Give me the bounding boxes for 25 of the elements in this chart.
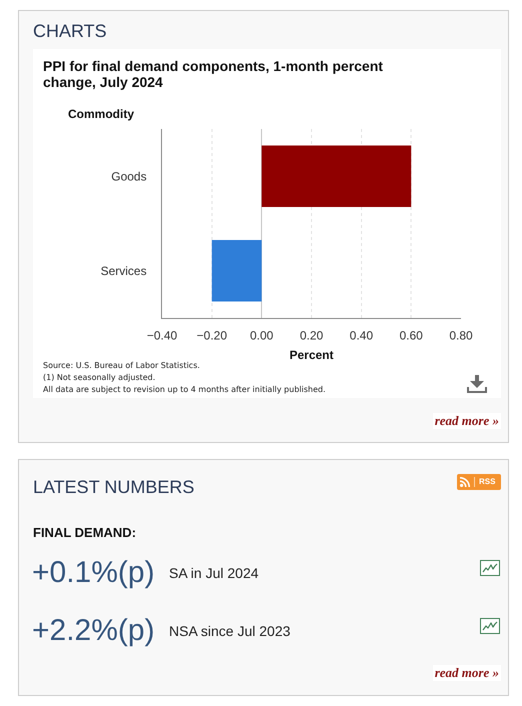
- text: +2.2%(p): [32, 613, 155, 649]
- text: LATEST NUMBERS: [33, 476, 194, 498]
- y-tick-label: Services: [100, 264, 147, 278]
- text: SA in Jul 2024: [169, 564, 259, 582]
- text: read more »: [432, 665, 501, 681]
- x-tick-label: 0.80: [449, 328, 473, 342]
- x-tick-label: 0.00: [250, 328, 274, 342]
- y-tick-label: Goods: [111, 169, 147, 184]
- x-tick-label: 0.20: [300, 328, 324, 342]
- y-axis-title: Commodity: [68, 107, 134, 121]
- x-tick-label: −0.20: [196, 328, 228, 342]
- text: +0.1%(p): [32, 555, 155, 591]
- text: FINAL DEMAND:: [33, 525, 136, 541]
- x-tick-label: −0.40: [146, 328, 178, 342]
- text: NSA since Jul 2023: [169, 622, 290, 640]
- text: read more »: [432, 413, 501, 429]
- x-tick-label: 0.60: [399, 328, 424, 342]
- rss-button: RSS: [457, 474, 501, 490]
- chart-title: PPI for final demand components, 1-month percent change, July 2024: [43, 58, 384, 90]
- text: All data are subject to revision up to 4 months after initially published.: [43, 385, 326, 394]
- text: CHARTS: [33, 20, 107, 42]
- x-axis-title: Percent: [289, 348, 334, 362]
- source-note: Source: U.S. Bureau of Labor Statistics.: [43, 361, 200, 370]
- x-tick-label: 0.40: [350, 328, 374, 342]
- text: (1) Not seasonally adjusted.: [43, 373, 156, 382]
